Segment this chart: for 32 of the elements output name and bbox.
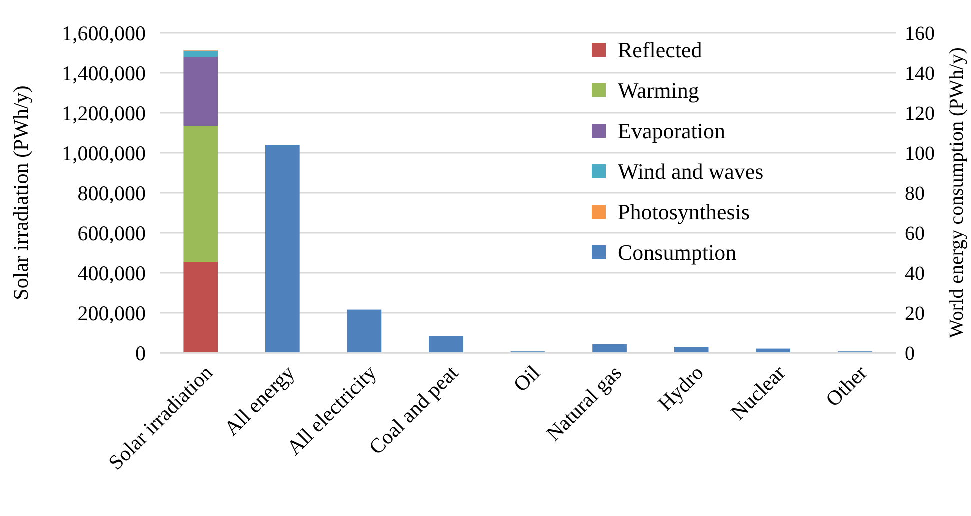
- y2-tick-label: 80: [905, 183, 925, 205]
- legend-label: Wind and waves: [618, 159, 764, 184]
- y-axis-title: Solar irradiation (PWh/y): [9, 86, 33, 300]
- y2-tick-label: 60: [905, 223, 925, 245]
- y-tick-label: 1,000,000: [62, 141, 146, 166]
- bar: [265, 145, 300, 353]
- y2-tick-label: 120: [905, 103, 935, 125]
- legend-label: Photosynthesis: [618, 200, 750, 225]
- legend-label: Consumption: [618, 240, 737, 266]
- y-tick-label: 1,600,000: [62, 21, 146, 46]
- y2-tick-label: 100: [905, 143, 935, 165]
- y-tick-label: 1,200,000: [62, 101, 146, 126]
- bar: [347, 310, 382, 353]
- y2-tick-label: 160: [905, 23, 935, 45]
- y2-tick-label: 20: [905, 303, 925, 325]
- bar: [592, 344, 627, 353]
- y-tick-label: 800,000: [78, 181, 146, 206]
- y-tick-label: 1,400,000: [62, 61, 146, 86]
- y2-axis-title: World energy consumption (PWh/y): [946, 48, 968, 338]
- y2-tick-label: 140: [905, 63, 935, 85]
- y-tick-label: 0: [136, 341, 146, 366]
- legend-label: Warming: [618, 78, 700, 104]
- y-tick-label: 600,000: [78, 221, 146, 246]
- y2-tick-label: 40: [905, 263, 925, 285]
- legend-label: Reflected: [618, 38, 702, 63]
- x-tick-label: Oil: [508, 360, 545, 397]
- y-tick-label: 400,000: [78, 261, 146, 286]
- y-tick-label: 200,000: [78, 301, 146, 326]
- y2-tick-label: 0: [905, 343, 915, 365]
- legend-label: Evaporation: [618, 118, 726, 144]
- bar: [674, 347, 709, 353]
- bar: [429, 336, 464, 353]
